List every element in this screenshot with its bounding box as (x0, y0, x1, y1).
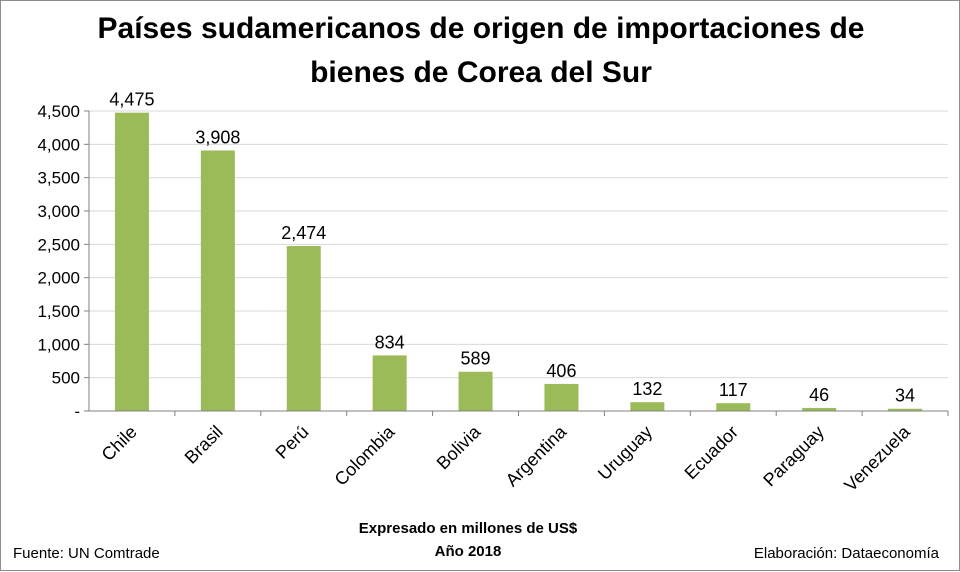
y-tick-label: 2,500 (37, 235, 80, 254)
category-label: Uruguay (594, 422, 656, 484)
y-tick-label: 500 (52, 369, 80, 388)
category-label: Brasil (181, 422, 227, 468)
bar (458, 371, 493, 411)
bar (888, 408, 923, 411)
data-label: 46 (809, 385, 829, 405)
category-label: Bolivia (433, 421, 485, 473)
data-label: 406 (546, 361, 576, 381)
category-label: Venezuela (840, 421, 914, 495)
category-label: Colombia (331, 421, 400, 490)
data-label: 117 (719, 380, 748, 400)
x-axis-label-line-2: Año 2018 (435, 543, 502, 560)
chart-title-line-1: Países sudamericanos de origen de import… (98, 12, 865, 45)
y-axis-tick-labels: - 500 1,000 1,500 2,000 2,500 3,000 3,500 4,000 4… (37, 102, 80, 421)
chart-title-line-2: bienes de Corea del Sur (310, 56, 652, 89)
bar (630, 402, 665, 411)
data-label: 3,908 (195, 127, 240, 147)
category-label: Perú (272, 422, 313, 463)
x-axis-label-line-1: Expresado en millones de US$ (359, 520, 578, 537)
y-tick-label: 3,000 (37, 202, 80, 221)
x-axis-category-labels: Chile Brasil Perú Colombia Bolivia Argentina U… (98, 421, 915, 495)
bar (114, 112, 149, 412)
credit-note: Elaboración: Dataeconomía (754, 545, 940, 562)
data-label: 2,474 (281, 223, 326, 243)
bar (716, 403, 751, 411)
bar (286, 246, 321, 411)
data-labels: 4,475 3,908 2,474 834 589 406 132 117 46 34 (109, 90, 915, 406)
data-label: 34 (895, 386, 915, 406)
y-tick-label: 1,000 (37, 335, 80, 354)
bar (372, 355, 407, 411)
y-tick-label: 3,500 (37, 169, 80, 188)
bars (114, 112, 923, 412)
bar (802, 407, 837, 411)
bar (200, 150, 235, 411)
category-label: Ecuador (681, 422, 743, 484)
y-tick-label: 4,500 (37, 102, 80, 121)
data-label: 589 (461, 349, 491, 369)
y-tick-label: 1,500 (37, 302, 80, 321)
category-label: Argentina (502, 421, 571, 490)
data-label: 4,475 (109, 90, 154, 110)
y-tick-label: - (74, 402, 80, 421)
data-label: 132 (632, 379, 662, 399)
bar (544, 383, 579, 411)
category-label: Paraguay (759, 422, 828, 491)
y-tick-label: 4,000 (37, 135, 80, 154)
y-tick-label: 2,000 (37, 269, 80, 288)
data-label: 834 (375, 332, 405, 352)
category-label: Chile (98, 422, 141, 465)
source-note: Fuente: UN Comtrade (13, 545, 160, 562)
